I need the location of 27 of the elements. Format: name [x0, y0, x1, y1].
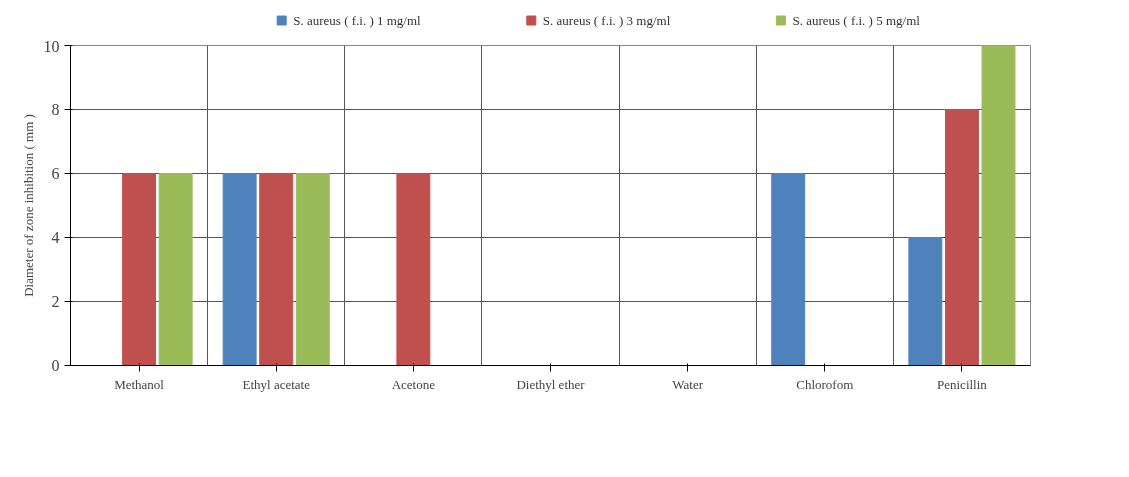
bar: [259, 173, 294, 366]
bar: [981, 45, 1016, 366]
legend-label: S. aureus ( f.i. ) 1 mg/ml: [293, 13, 422, 28]
y-axis-title: Diameter of zone inhibition ( mm ): [20, 114, 36, 297]
bar: [396, 173, 431, 366]
x-tick-label: Water: [672, 376, 704, 392]
x-tick-label: Methanol: [114, 376, 165, 392]
bar: [295, 173, 330, 366]
bar: [222, 173, 257, 366]
x-tick-label: Ethyl acetate: [242, 376, 311, 392]
y-tick-label: 0: [51, 357, 60, 374]
y-tick-label: 4: [51, 229, 60, 246]
bar: [908, 237, 943, 366]
bar: [771, 173, 806, 366]
legend-label: S. aureus ( f.i. ) 3 mg/ml: [542, 13, 671, 28]
x-tick-label: Penicillin: [937, 376, 988, 392]
bar: [158, 173, 193, 366]
y-tick-label: 6: [51, 165, 60, 182]
legend-label: S. aureus ( f.i. ) 5 mg/ml: [792, 13, 921, 28]
x-tick-label: Acetone: [391, 376, 436, 392]
x-tick-label: Chlorofom: [796, 376, 854, 392]
bar: [944, 109, 979, 366]
y-tick-label: 2: [51, 293, 60, 310]
y-tick-label: 10: [43, 37, 60, 55]
x-tick-label: Diethyl ether: [516, 376, 586, 392]
y-tick-label: 8: [51, 101, 60, 118]
bar: [122, 173, 157, 366]
